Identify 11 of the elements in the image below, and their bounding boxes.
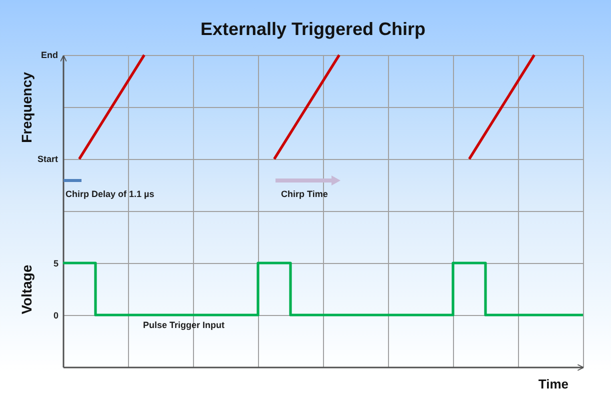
- chart-title: Externally Triggered Chirp: [200, 18, 426, 38]
- text: Start: [36, 154, 58, 164]
- text: Chirp Time: [280, 188, 328, 198]
- y-axis-title: Voltage: [18, 264, 34, 314]
- x-axis-title: Time: [538, 376, 568, 391]
- annotation: Pulse Trigger Input: [142, 320, 224, 330]
- y-tick-label: 0: [52, 310, 58, 320]
- y-axis-title: Frequency: [18, 71, 34, 142]
- text: End: [40, 50, 58, 60]
- text: Chirp Delay of 1.1 µs: [65, 188, 154, 198]
- y-tick-label: 5: [52, 258, 58, 268]
